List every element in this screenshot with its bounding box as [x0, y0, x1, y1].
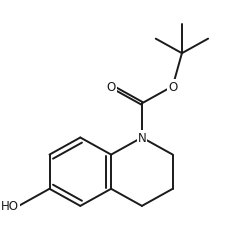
- Text: HO: HO: [1, 200, 19, 213]
- Text: O: O: [167, 80, 177, 93]
- Text: N: N: [137, 131, 146, 144]
- Text: O: O: [106, 80, 115, 93]
